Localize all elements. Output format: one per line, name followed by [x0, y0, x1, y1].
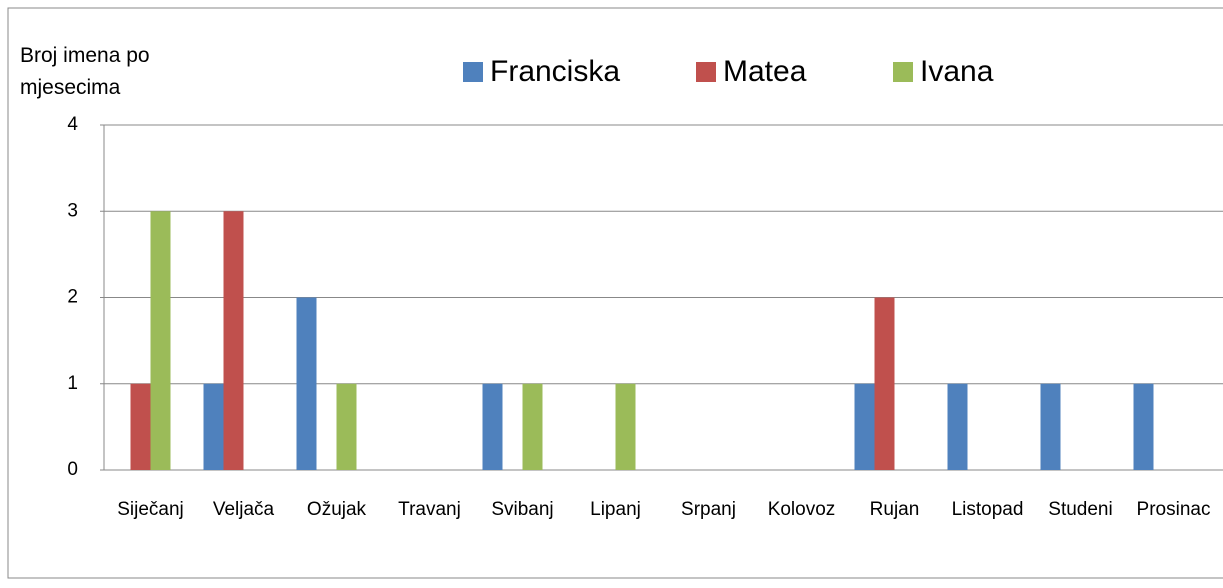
bar — [482, 383, 503, 470]
legend-label: Franciska — [490, 55, 620, 88]
y-axis-title: Broj imena po mjesecima — [20, 44, 150, 99]
x-tick-label: Prosinac — [1137, 499, 1211, 520]
legend-label: Matea — [723, 55, 807, 88]
bar — [854, 383, 875, 470]
x-tick-label: Travanj — [398, 499, 461, 520]
x-tick-label: Listopad — [952, 499, 1024, 520]
legend-swatch — [893, 62, 913, 82]
x-tick-label: Studeni — [1048, 499, 1112, 520]
bar — [522, 383, 543, 470]
bar — [1133, 383, 1154, 470]
legend-swatch — [696, 62, 716, 82]
bar — [615, 383, 636, 470]
y-tick-label: 0 — [67, 459, 78, 480]
y-tick-label: 4 — [67, 114, 78, 135]
x-tick-label: Lipanj — [590, 499, 641, 520]
bar — [296, 297, 317, 470]
y-tick-label: 2 — [67, 287, 78, 308]
bar — [947, 383, 968, 470]
x-tick-label: Svibanj — [491, 499, 553, 520]
x-tick-label: Siječanj — [117, 499, 184, 520]
y-tick-label: 1 — [67, 373, 78, 394]
bar — [336, 383, 357, 470]
bar — [874, 297, 895, 470]
x-tick-label: Srpanj — [681, 499, 736, 520]
legend-swatch — [463, 62, 483, 82]
bar — [150, 211, 171, 470]
bar — [130, 383, 151, 470]
legend-label: Ivana — [920, 55, 994, 88]
y-tick-label: 3 — [67, 200, 78, 221]
bar — [223, 211, 244, 470]
x-tick-label: Ožujak — [307, 499, 367, 520]
chart-border — [7, 7, 1223, 579]
bar — [1040, 383, 1061, 470]
x-tick-label: Rujan — [870, 499, 920, 520]
bar — [203, 383, 224, 470]
x-tick-label: Kolovoz — [768, 499, 836, 520]
x-tick-label: Veljača — [213, 499, 275, 520]
